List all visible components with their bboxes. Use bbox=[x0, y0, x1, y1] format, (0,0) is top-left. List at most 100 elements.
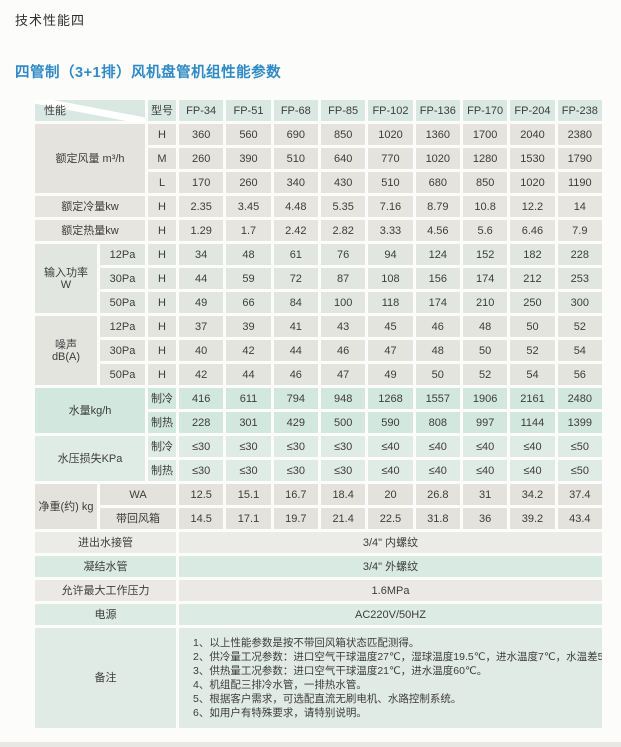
value-cell: 39.2 bbox=[510, 508, 555, 529]
value-cell: 48 bbox=[415, 340, 460, 361]
value-cell: 1144 bbox=[510, 412, 555, 433]
mode-cell: 制热 bbox=[148, 412, 176, 433]
model-header-cell: FP-68 bbox=[273, 100, 318, 121]
value-cell: ≤40 bbox=[368, 436, 413, 457]
value-cell: 228 bbox=[557, 244, 602, 265]
pa-cell: 50Pa bbox=[100, 292, 145, 313]
table-row: L 170 260 340 430 510 680 850 1020 1190 bbox=[35, 172, 602, 193]
value-cell: ≤30 bbox=[179, 460, 224, 481]
tap-cell: H bbox=[148, 220, 176, 241]
value-cell: 250 bbox=[510, 292, 555, 313]
value-cell: 794 bbox=[273, 388, 318, 409]
value-cell: 46 bbox=[415, 316, 460, 337]
value-cell: 260 bbox=[226, 172, 271, 193]
pa-cell: 12Pa bbox=[100, 244, 145, 265]
value-cell: 1557 bbox=[415, 388, 460, 409]
value-cell: 560 bbox=[226, 124, 271, 145]
corner-label-model: 型号 bbox=[148, 100, 176, 121]
tap-cell: L bbox=[148, 172, 176, 193]
value-cell: 1.7 bbox=[226, 220, 271, 241]
value-cell: 5.35 bbox=[320, 196, 366, 217]
value-cell: ≤30 bbox=[320, 460, 366, 481]
value-cell: 2161 bbox=[510, 388, 555, 409]
remarks-body: 1、以上性能参数是按不带回风箱状态匹配测得。 2、供冷量工况参数：进口空气干球温… bbox=[179, 628, 602, 728]
value-cell: 44 bbox=[273, 340, 318, 361]
value-cell: 360 bbox=[179, 124, 224, 145]
value-cell: 301 bbox=[226, 412, 271, 433]
value-cell: 56 bbox=[557, 364, 602, 385]
value-cell: 300 bbox=[557, 292, 602, 313]
table-row: 电源 AC220V/50HZ bbox=[35, 604, 602, 625]
value-cell: 1268 bbox=[368, 388, 413, 409]
value-cell: 41 bbox=[273, 316, 318, 337]
row-label-max-pressure: 允许最大工作压力 bbox=[35, 580, 176, 601]
row-label-airflow: 额定风量 m³/h bbox=[35, 124, 145, 193]
value-cell: 2.35 bbox=[179, 196, 224, 217]
value-cell: AC220V/50HZ bbox=[179, 604, 602, 625]
row-label-weight: 净重(约) kg bbox=[35, 484, 97, 529]
value-cell: 18.4 bbox=[320, 484, 366, 505]
value-cell: 4.48 bbox=[273, 196, 318, 217]
value-cell: 16.7 bbox=[273, 484, 318, 505]
value-cell: 3/4" 内螺纹 bbox=[179, 532, 602, 553]
value-cell: 26.8 bbox=[415, 484, 460, 505]
value-cell: 1020 bbox=[510, 172, 555, 193]
value-cell: 43 bbox=[320, 316, 366, 337]
model-header-cell: FP-204 bbox=[510, 100, 555, 121]
value-cell: 590 bbox=[368, 412, 413, 433]
value-cell: 44 bbox=[179, 268, 224, 289]
value-cell: 46 bbox=[320, 340, 366, 361]
value-cell: 108 bbox=[368, 268, 413, 289]
value-cell: 21.4 bbox=[320, 508, 366, 529]
table-row: 30Pa H 40 42 44 46 47 48 50 52 54 bbox=[35, 340, 602, 361]
value-cell: 2480 bbox=[557, 388, 602, 409]
value-cell: 1020 bbox=[415, 148, 460, 169]
value-cell: 7.9 bbox=[557, 220, 602, 241]
spec-table: 性能 型号 FP-34 FP-51 FP-68 FP-85 FP-102 FP-136 FP… bbox=[32, 97, 605, 731]
value-cell: 46 bbox=[273, 364, 318, 385]
value-cell: ≤50 bbox=[557, 436, 602, 457]
value-cell: 500 bbox=[320, 412, 366, 433]
tap-cell: M bbox=[148, 148, 176, 169]
value-cell: 17.1 bbox=[226, 508, 271, 529]
row-label-condensate-pipe: 凝结水管 bbox=[35, 556, 176, 577]
table-header-row: 性能 型号 FP-34 FP-51 FP-68 FP-85 FP-102 FP-136 FP… bbox=[35, 100, 602, 121]
table-row: 凝结水管 3/4" 外螺纹 bbox=[35, 556, 602, 577]
value-cell: 42 bbox=[226, 340, 271, 361]
pa-cell: 50Pa bbox=[100, 364, 145, 385]
value-cell: ≤40 bbox=[462, 460, 508, 481]
variant-cell: WA bbox=[100, 484, 176, 505]
table-row: 50Pa H 49 66 84 100 118 174 210 250 300 bbox=[35, 292, 602, 313]
model-header-cell: FP-102 bbox=[368, 100, 413, 121]
table-row: 额定热量kw H 1.29 1.7 2.42 2.82 3.33 4.56 5.6 6.46 7… bbox=[35, 220, 602, 241]
value-cell: 12.2 bbox=[510, 196, 555, 217]
value-cell: 174 bbox=[462, 268, 508, 289]
value-cell: 48 bbox=[462, 316, 508, 337]
remark-note: 4、机组配三排冷水管，一排热水管。 bbox=[193, 679, 367, 691]
value-cell: 34 bbox=[179, 244, 224, 265]
row-label-waterflow: 水量kg/h bbox=[35, 388, 145, 433]
section-title: 四管制（3+1排）风机盘管机组性能参数 bbox=[15, 65, 282, 81]
table-row: 水量kg/h 制冷 416 611 794 948 1268 1557 1906 2161 24… bbox=[35, 388, 602, 433]
value-cell: 14 bbox=[557, 196, 602, 217]
value-cell: ≤30 bbox=[273, 460, 318, 481]
value-cell: 8.79 bbox=[415, 196, 460, 217]
value-cell: 4.56 bbox=[415, 220, 460, 241]
value-cell: 1906 bbox=[462, 388, 508, 409]
value-cell: 3/4" 外螺纹 bbox=[179, 556, 602, 577]
row-label-remarks: 备注 bbox=[35, 628, 176, 728]
table-row: 输入功率 W 12Pa H 34 48 61 76 94 124 152 182 228 bbox=[35, 244, 602, 313]
model-header-cell: FP-51 bbox=[226, 100, 271, 121]
value-cell: ≤30 bbox=[179, 436, 224, 457]
page-bottom-edge bbox=[0, 742, 621, 747]
value-cell: 43.4 bbox=[557, 508, 602, 529]
value-cell: 1.6MPa bbox=[179, 580, 602, 601]
value-cell: 61 bbox=[273, 244, 318, 265]
value-cell: 36 bbox=[462, 508, 508, 529]
row-label-heating: 额定热量kw bbox=[35, 220, 145, 241]
value-cell: 48 bbox=[226, 244, 271, 265]
value-cell: 54 bbox=[510, 364, 555, 385]
row-label-input-power: 输入功率 W bbox=[35, 244, 97, 313]
value-cell: 45 bbox=[368, 316, 413, 337]
value-cell: 50 bbox=[510, 316, 555, 337]
